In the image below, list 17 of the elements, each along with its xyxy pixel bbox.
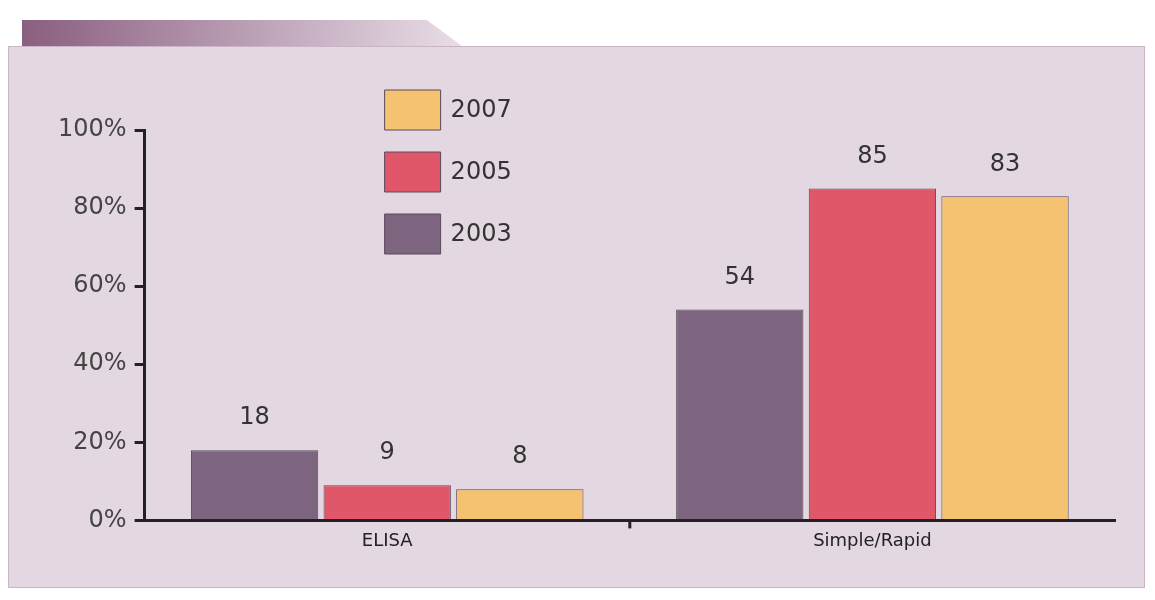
x-tick-label: ELISA	[361, 528, 414, 550]
y-tick-label: 80%	[73, 192, 127, 221]
legend-label: 2003	[450, 219, 512, 248]
legend-label: 2005	[450, 157, 512, 186]
x-tick-label: Simple/Rapid	[813, 528, 932, 550]
data-label: 18	[239, 402, 270, 431]
y-tick-label: 60%	[73, 270, 127, 299]
data-label: 85	[857, 140, 888, 169]
y-tick-label: 40%	[73, 348, 127, 377]
y-tick-label: 100%	[57, 114, 127, 143]
y-tick-label: 0%	[88, 504, 127, 533]
data-label: 83	[989, 148, 1021, 177]
legend-label: 2007	[450, 95, 512, 124]
y-tick-label: 20%	[73, 426, 127, 455]
data-label: 9	[379, 437, 395, 466]
data-label: 8	[512, 441, 528, 470]
data-label: 54	[724, 261, 756, 290]
